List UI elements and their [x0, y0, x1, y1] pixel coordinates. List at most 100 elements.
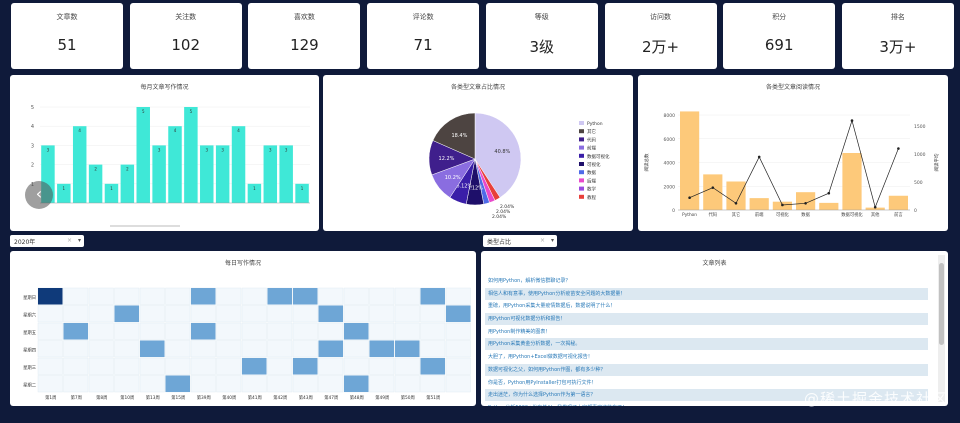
legend-swatch [579, 162, 584, 166]
panel-title: 每日写作情况 [224, 260, 261, 267]
type-read-panel: 各类型文章阅读情况 0 2000 4000 6000 8000 0 500 1000 1500 阅… [638, 75, 948, 231]
heat-cell [37, 322, 63, 340]
heat-cell [343, 287, 369, 305]
heat-cell [241, 322, 267, 340]
x-tick-label: Python [682, 212, 697, 218]
stat-label: 文章数 [56, 13, 78, 21]
heat-cell [190, 375, 216, 393]
article-link[interactable]: 如何用Python，解析微信群聊记录？ [488, 278, 571, 284]
y-tick-label: 2 [31, 163, 34, 169]
heat-cell [88, 322, 114, 340]
legend-swatch [579, 178, 584, 183]
heat-cell-active [293, 358, 318, 375]
slice-label: 2.04% [492, 214, 507, 220]
scrollbar[interactable] [938, 255, 945, 402]
article-link[interactable]: 大胆了，用Python+Excel做数据可视化报告！ [488, 354, 593, 361]
stat-card: 评论数 71 [367, 3, 480, 69]
slice-label: 6.12% [456, 183, 472, 189]
heat-cell [292, 305, 318, 323]
legend-swatch [579, 145, 584, 150]
article-link[interactable]: 用Python可视化数据分析和报告！ [485, 313, 928, 326]
year-select[interactable]: 2020年 × ▾ [10, 235, 84, 247]
y-tick-label: 4 [31, 124, 34, 130]
type-select-value: 类型占比 [487, 239, 512, 246]
article-link[interactable]: Python分析5000+份有关AI，我发现了大家都喜欢这些东西！ [485, 402, 928, 406]
legend-swatch [579, 170, 584, 175]
chevron-down-icon[interactable]: ▾ [550, 237, 554, 244]
heat-cell [37, 375, 63, 393]
col-label: 第40周 [222, 394, 236, 401]
stat-card: 排名 3万+ [841, 3, 954, 69]
data-label: 2 [94, 167, 97, 172]
heat-cell-active [267, 288, 292, 305]
heat-cell [369, 322, 395, 340]
data-label: 3 [285, 147, 288, 152]
article-link[interactable]: 用Python制作精美的图表！ [488, 328, 551, 335]
chevron-down-icon[interactable]: ▾ [77, 237, 81, 244]
heat-cell [241, 287, 267, 305]
heat-cell-active [191, 288, 216, 305]
bar [72, 126, 87, 203]
heat-cell [420, 322, 446, 340]
stat-label: 排名 [890, 13, 905, 21]
heat-cell [139, 322, 165, 340]
type-select[interactable]: 类型占比 × ▾ [483, 235, 557, 247]
bar [120, 164, 135, 203]
heat-cell [37, 357, 63, 375]
stat-value: 102 [171, 36, 200, 54]
article-link[interactable]: 用Python采集黄金分析数据，一次揭秘。 [485, 338, 928, 351]
line-point [781, 203, 784, 207]
col-label: 第43周 [299, 394, 313, 401]
heat-cell [63, 287, 89, 305]
data-label: 3 [47, 147, 50, 152]
heat-cell [267, 305, 293, 323]
article-link[interactable]: 数据可视化之父，如何用Python作图，都有多少种？ [485, 363, 928, 376]
year-select-value: 2020年 [14, 239, 36, 246]
heat-cell [267, 322, 293, 340]
scrollbar-thumb[interactable] [939, 263, 944, 345]
data-label: 4 [237, 128, 240, 133]
bar [888, 195, 908, 210]
bar [247, 183, 262, 203]
heat-cell [292, 375, 318, 393]
bar [279, 145, 293, 203]
heat-cell [216, 357, 242, 375]
legend-swatch [579, 121, 584, 125]
bar [819, 202, 839, 210]
col-label: 第10周 [120, 394, 134, 401]
heat-cell [267, 357, 293, 375]
clear-icon[interactable]: × [539, 237, 545, 244]
clear-icon[interactable]: × [66, 237, 72, 244]
slice-label: 10.2% [445, 175, 461, 181]
chevron-left-icon[interactable]: ‹ [25, 181, 53, 209]
monthly-chart: 1234531421253453341331 [31, 105, 310, 227]
heat-cell [318, 375, 344, 393]
slice-label: 40.8% [494, 149, 510, 155]
legend-label: 数学 [587, 186, 596, 193]
x-tick-label: 前端 [755, 211, 764, 218]
stat-value: 71 [413, 36, 433, 54]
heat-cell [445, 287, 471, 305]
heat-cell [241, 340, 267, 358]
article-link[interactable]: 走出迷茫，你为什么选择Python作为第一语言？ [485, 389, 928, 402]
heat-cell [88, 287, 114, 305]
row-label: 星期三 [23, 365, 37, 371]
x-tick-label: 其它 [732, 211, 741, 218]
article-link[interactable]: 你是否，Python用PyInstaller打包可执行文件！ [488, 379, 597, 386]
heat-cell [445, 322, 471, 340]
y-tick-label: 6000 [664, 137, 676, 143]
legend-swatch [579, 153, 584, 158]
stat-card: 等级 3级 [485, 3, 598, 69]
article-list-panel: 文章列表 如何用Python，解析微信群聊记录？ 相信人和有意事，使用Python… [481, 251, 948, 406]
panel-title: 各类型文章占比情况 [450, 84, 505, 91]
article-link[interactable]: 重磅，用Python采集大量疫情数据后，数据说明了什么！ [488, 303, 616, 310]
heat-cell [139, 375, 165, 393]
x-tick-label: 数据可视化 [841, 211, 863, 218]
article-link[interactable]: 相信人和有意事，使用Python分析疫苗安全问题的大数据量！ [485, 287, 928, 300]
stat-value: 3级 [529, 38, 555, 56]
heat-cell [241, 305, 267, 323]
data-label: 2 [126, 167, 129, 172]
heat-cell [394, 322, 420, 340]
heat-cell [190, 305, 216, 323]
heat-cell [267, 340, 293, 358]
